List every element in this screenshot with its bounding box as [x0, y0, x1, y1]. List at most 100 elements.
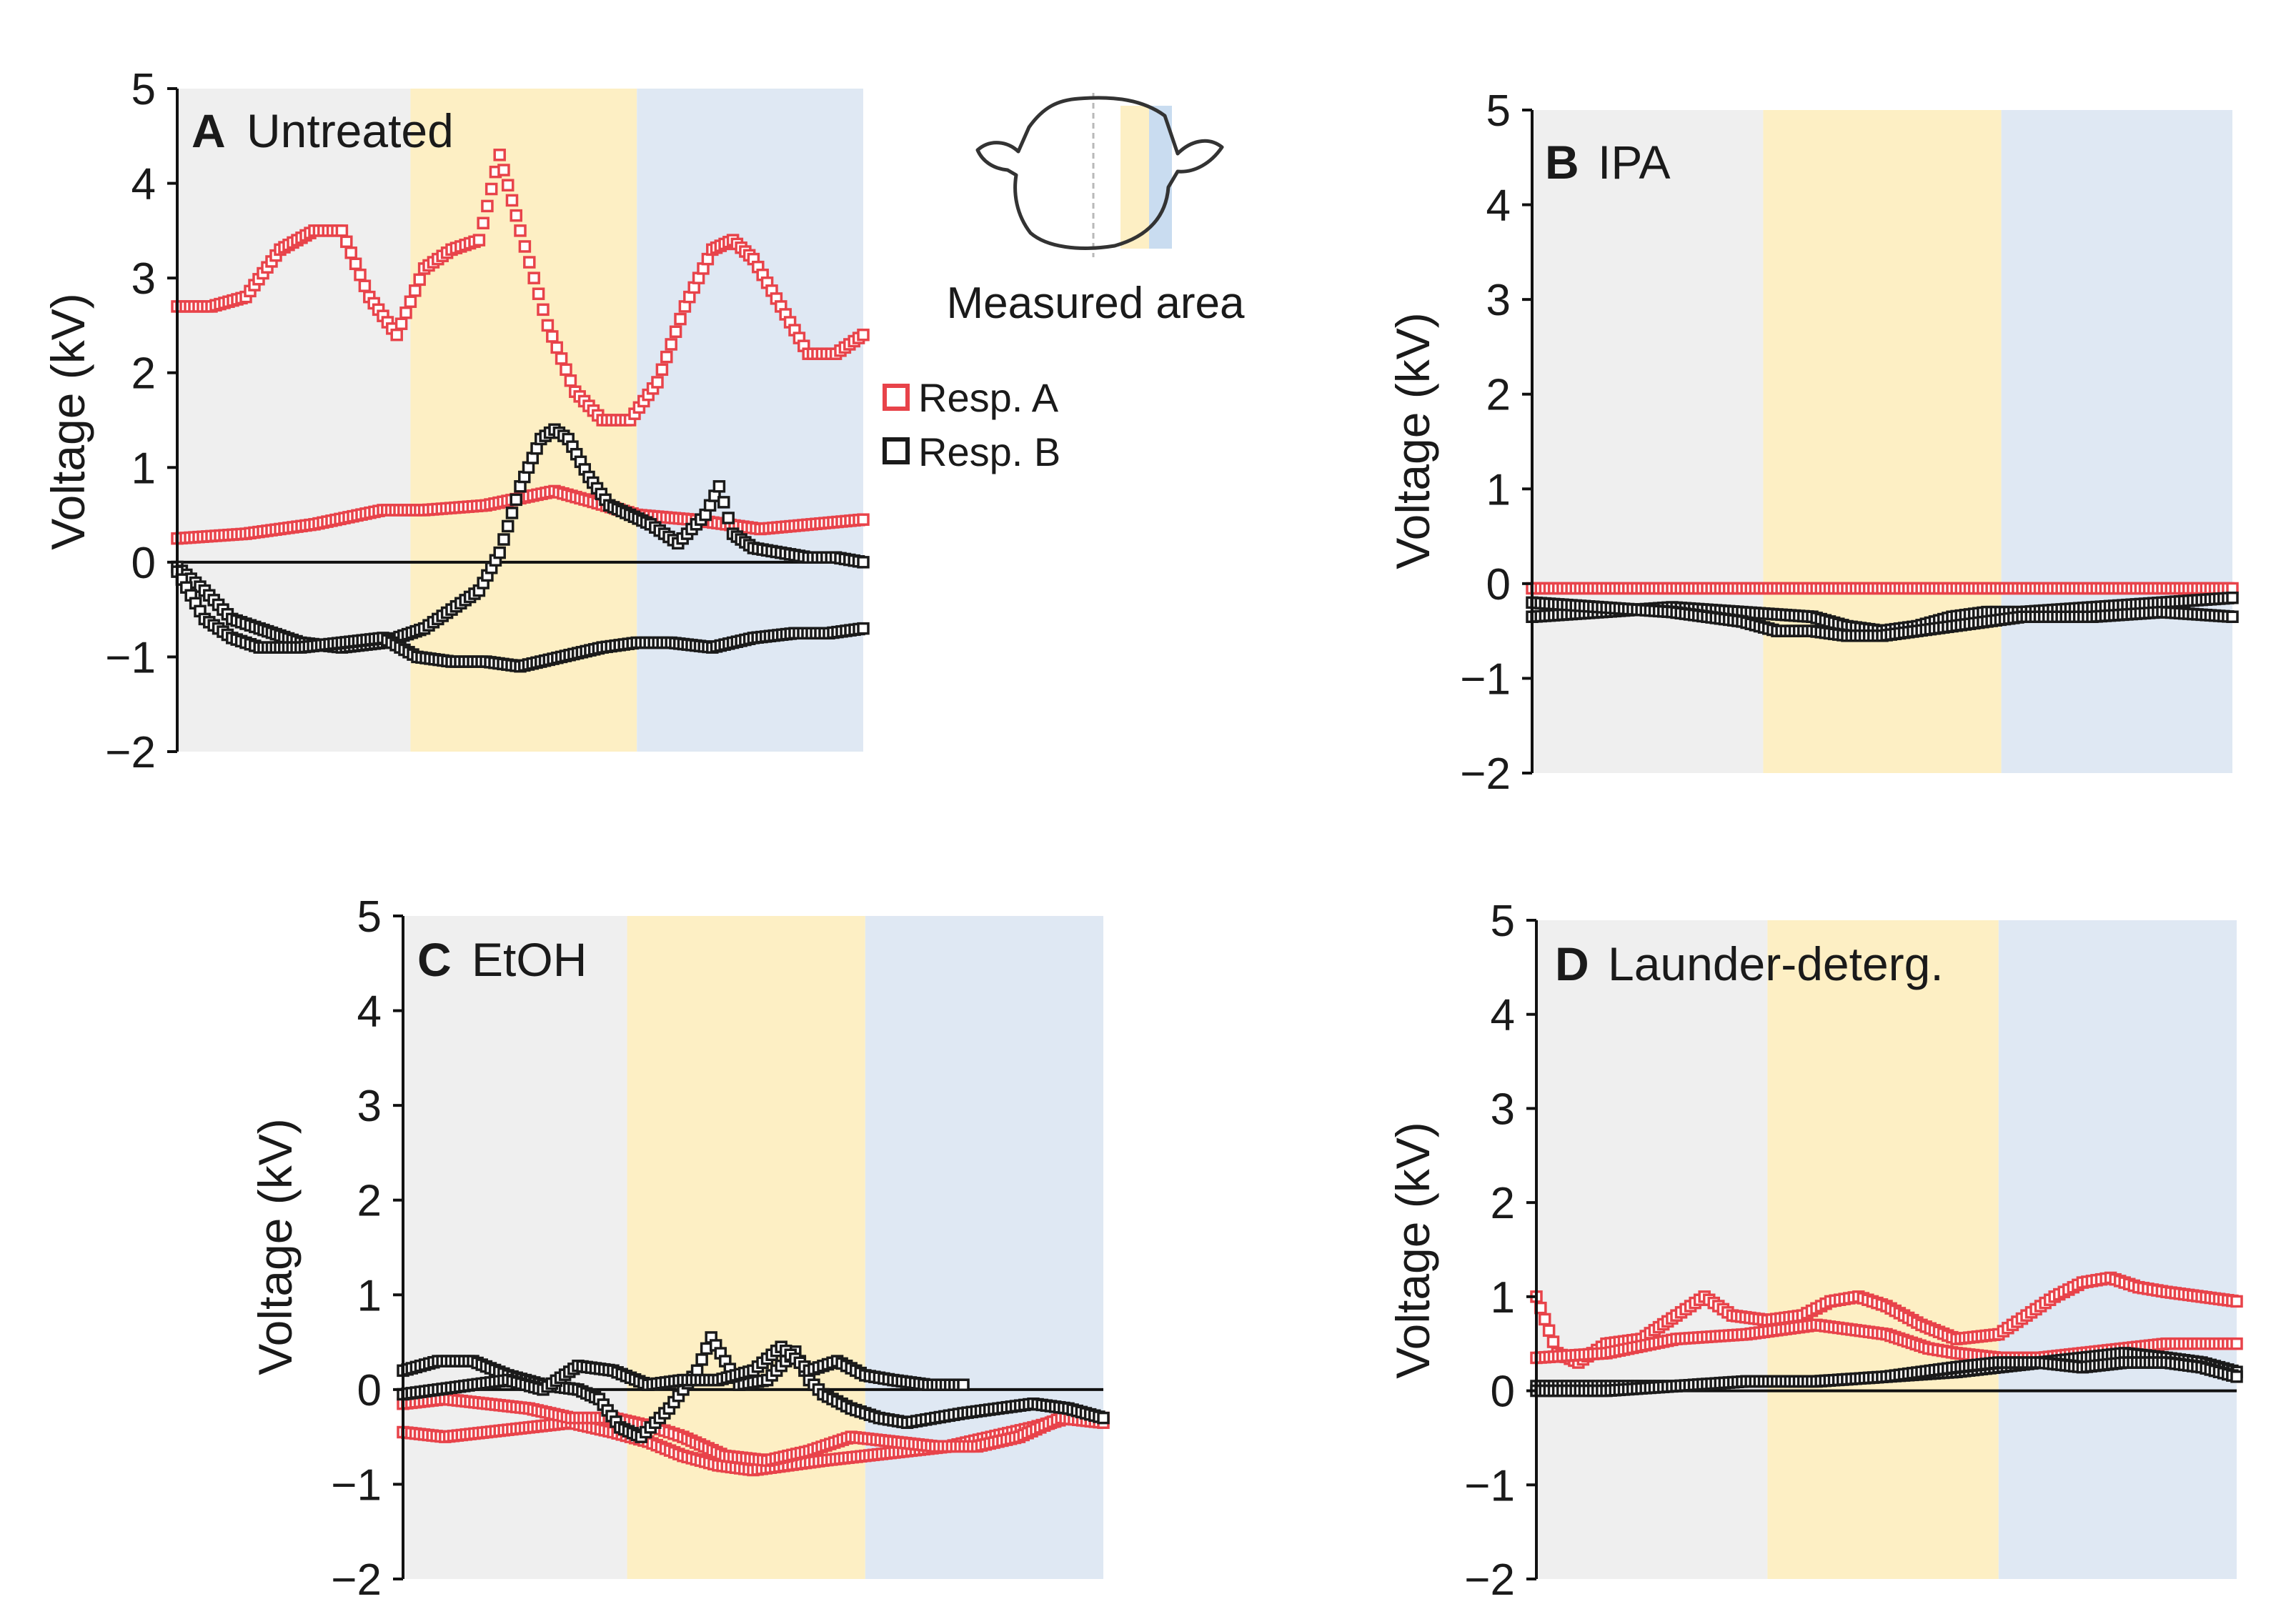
panel-b-ytick-label: 3 — [1486, 276, 1511, 325]
garment-outline-icon — [975, 96, 1224, 250]
data-point — [409, 284, 422, 297]
data-point — [560, 363, 572, 377]
panel-c-ytick-label: 4 — [357, 987, 382, 1037]
panel-d-ytick-label: 3 — [1491, 1085, 1515, 1134]
data-point — [340, 235, 353, 249]
data-point — [651, 376, 664, 389]
data-point — [957, 1378, 970, 1391]
panel-a-title: Untreated — [247, 104, 454, 157]
panel-a-letter: A — [192, 104, 226, 157]
panel-a-ytick-label: 0 — [131, 539, 156, 588]
panel-c-series-4 — [397, 1340, 970, 1401]
data-point — [349, 257, 362, 271]
panel-a-ytick-label: 5 — [131, 65, 156, 114]
panel-d-ytick-label: 1 — [1491, 1273, 1515, 1322]
panel-a-ytick-label: 1 — [131, 444, 156, 493]
data-point — [501, 519, 515, 533]
data-point — [358, 279, 372, 292]
data-point — [493, 149, 506, 161]
data-point — [550, 341, 563, 354]
data-point — [555, 352, 568, 365]
panel-d-ytick-label: 4 — [1491, 991, 1515, 1040]
data-point — [335, 224, 349, 237]
panel-d-letter: D — [1555, 937, 1589, 990]
panel-b-region-3 — [2001, 110, 2232, 773]
panel-c-ytick-label: 0 — [357, 1366, 382, 1415]
panel-a-ytick-label: 4 — [131, 160, 156, 209]
data-point — [2230, 1337, 2243, 1350]
legend: Resp. A Resp. B — [883, 375, 1060, 474]
panel-b-title: IPA — [1598, 136, 1670, 189]
data-point — [541, 319, 555, 332]
panel-c-region-3 — [865, 916, 1103, 1579]
data-point — [857, 328, 870, 342]
legend-label-resp-a: Resp. A — [918, 375, 1059, 420]
data-point — [532, 287, 545, 300]
panel-b-ytick-label: 5 — [1486, 86, 1511, 136]
data-point — [674, 312, 687, 326]
panel-b-region-1 — [1532, 110, 1764, 773]
data-point — [660, 350, 673, 364]
data-point — [546, 330, 559, 343]
panel-a-ytick-label: 2 — [131, 349, 156, 399]
panel-d-region-3 — [1998, 920, 2237, 1579]
panel-b-ytick-label: 1 — [1486, 465, 1511, 514]
panel-c-ytick-label: −1 — [331, 1460, 382, 1510]
data-point — [523, 256, 536, 269]
panel-a-ytick-label: 3 — [131, 254, 156, 304]
panel-c-letter: C — [417, 933, 452, 986]
panel-b: 5 4 3 2 1 0 −1 −2 Voltage (kV) B IPA — [1386, 86, 2239, 799]
panel-b-series-3 — [1526, 596, 2239, 642]
data-point — [497, 164, 510, 176]
panel-a-ytick-label: −2 — [105, 728, 156, 777]
data-point — [493, 546, 506, 559]
panel-d-ytick-label: 0 — [1491, 1368, 1515, 1417]
data-point — [518, 240, 532, 253]
panel-c-ytick-label: 1 — [357, 1271, 382, 1320]
panel-d-ytick-label: 2 — [1491, 1179, 1515, 1228]
data-point — [712, 480, 726, 493]
data-point — [501, 179, 515, 191]
panel-a-ytick-label: −1 — [105, 633, 156, 682]
inset-region-yellow — [1120, 106, 1149, 249]
legend-label-resp-b: Resp. B — [918, 429, 1060, 474]
data-point — [2230, 1295, 2243, 1308]
panel-b-series-1 — [1526, 582, 2239, 595]
panel-b-ytick-label: −1 — [1460, 654, 1511, 704]
data-point — [857, 556, 870, 569]
legend-marker-resp-a — [883, 384, 910, 411]
panel-a-region-3 — [637, 89, 863, 752]
panel-d: 5 4 3 2 1 0 −1 −2 Voltage (kV) D Launder-deterg… — [1386, 897, 2243, 1605]
data-point — [505, 194, 519, 207]
panel-c-region-1 — [403, 916, 627, 1579]
data-point — [390, 328, 403, 342]
data-point — [1097, 1411, 1110, 1425]
panel-b-ylabel: Voltage (kV) — [1386, 312, 1439, 569]
panel-d-title: Launder-deterg. — [1608, 937, 1944, 990]
data-point — [537, 303, 550, 317]
data-point — [857, 513, 870, 526]
panel-b-ytick-label: 2 — [1486, 371, 1511, 420]
panel-d-ytick-label: −1 — [1464, 1461, 1515, 1510]
panel-b-region-2 — [1763, 110, 2002, 773]
inset-caption: Measured area — [946, 279, 1245, 328]
data-point — [1546, 1335, 1560, 1348]
data-point — [857, 622, 870, 635]
panel-d-region-1 — [1536, 920, 1768, 1579]
data-point — [399, 307, 412, 319]
data-point — [404, 295, 417, 309]
data-point — [481, 199, 494, 213]
panel-b-ytick-label: 0 — [1486, 560, 1511, 609]
panel-c: 5 4 3 2 1 0 −1 −2 Voltage (kV) C EtOH — [249, 892, 1110, 1605]
panel-d-series-4 — [1530, 1356, 2243, 1398]
panel-d-series-1 — [1530, 1271, 2243, 1369]
panel-a-series-1 — [171, 149, 870, 427]
panel-a-series-4 — [171, 565, 870, 673]
data-point — [510, 209, 522, 222]
data-point — [722, 512, 735, 524]
panel-c-ytick-label: 2 — [357, 1177, 382, 1226]
data-point — [2226, 591, 2239, 604]
data-point — [354, 268, 367, 282]
data-point — [564, 374, 577, 387]
data-point — [344, 246, 357, 259]
